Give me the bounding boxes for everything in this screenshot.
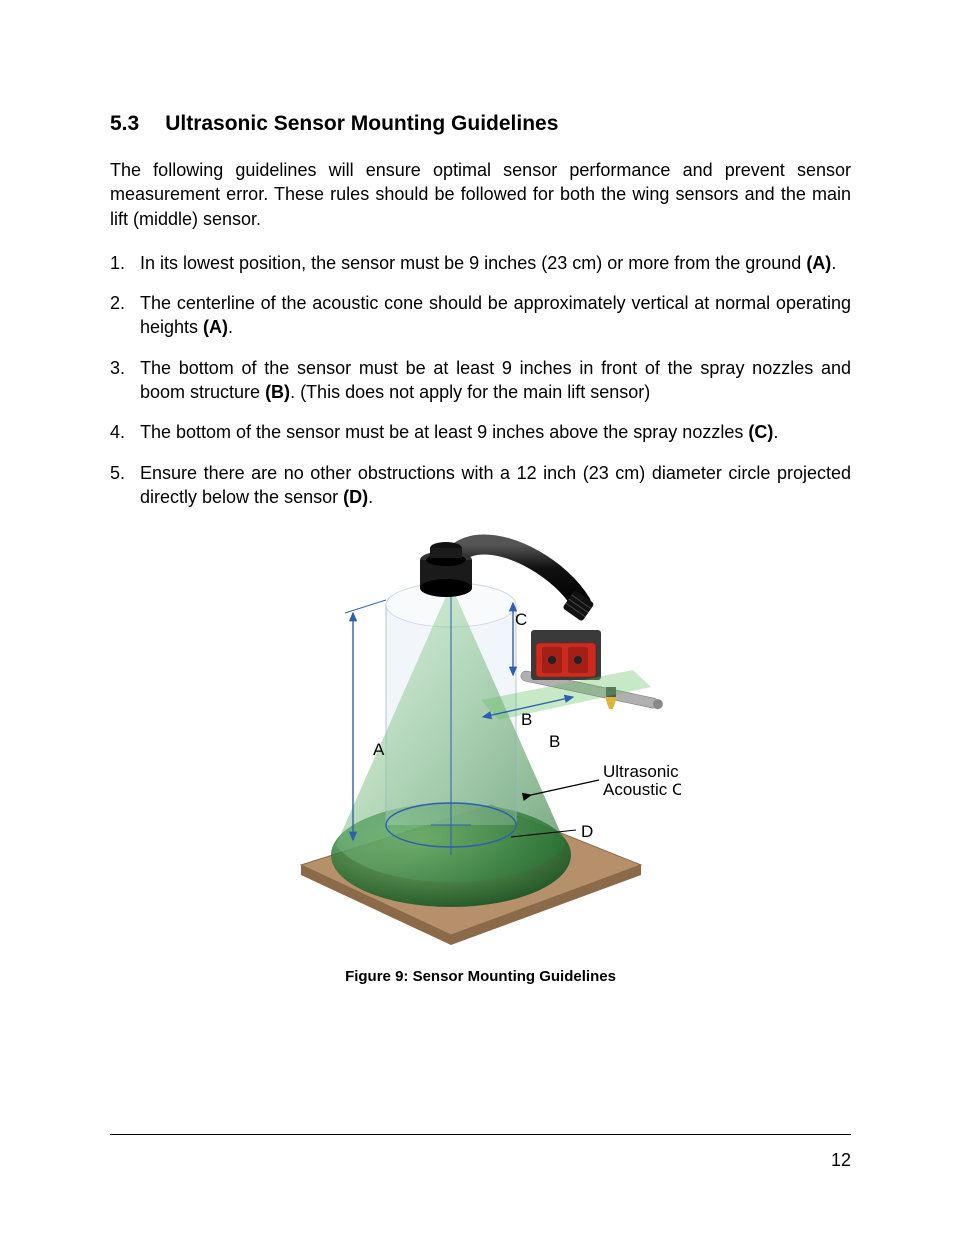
list-text: In its lowest position, the sensor must …: [140, 251, 851, 275]
label-cone-2: Acoustic Cone: [603, 780, 681, 799]
label-B2: B: [549, 732, 560, 751]
list-item: 3.The bottom of the sensor must be at le…: [110, 356, 851, 405]
list-text: Ensure there are no other obstructions w…: [140, 461, 851, 510]
figure-caption: Figure 9: Sensor Mounting Guidelines: [110, 968, 851, 985]
cone-label-leader: [531, 780, 599, 795]
list-text: The centerline of the acoustic cone shou…: [140, 291, 851, 340]
page-number: 12: [831, 1150, 851, 1171]
list-text: The bottom of the sensor must be at leas…: [140, 420, 851, 444]
list-number: 3.: [110, 356, 140, 405]
label-C: C: [515, 610, 527, 629]
section-heading: 5.3 Ultrasonic Sensor Mounting Guidelines: [110, 112, 851, 136]
list-item: 4.The bottom of the sensor must be at le…: [110, 420, 851, 444]
figure-container: A C B B D Ultrasonic Acoustic Cone Figur…: [110, 525, 851, 985]
section-title: Ultrasonic Sensor Mounting Guidelines: [165, 112, 558, 135]
label-B: B: [521, 710, 532, 729]
list-number: 1.: [110, 251, 140, 275]
label-D: D: [581, 822, 593, 841]
list-item: 2.The centerline of the acoustic cone sh…: [110, 291, 851, 340]
intro-paragraph: The following guidelines will ensure opt…: [110, 158, 851, 231]
section-number: 5.3: [110, 112, 139, 136]
label-cone-1: Ultrasonic: [603, 762, 679, 781]
list-number: 2.: [110, 291, 140, 340]
list-item: 1.In its lowest position, the sensor mus…: [110, 251, 851, 275]
list-item: 5.Ensure there are no other obstructions…: [110, 461, 851, 510]
sensor-figure: A C B B D Ultrasonic Acoustic Cone: [281, 525, 681, 955]
list-number: 5.: [110, 461, 140, 510]
list-number: 4.: [110, 420, 140, 444]
guideline-list: 1.In its lowest position, the sensor mus…: [110, 251, 851, 509]
document-page: 5.3 Ultrasonic Sensor Mounting Guidelines…: [0, 0, 954, 1235]
footer-rule: [110, 1134, 851, 1135]
list-text: The bottom of the sensor must be at leas…: [140, 356, 851, 405]
label-A: A: [373, 740, 385, 759]
